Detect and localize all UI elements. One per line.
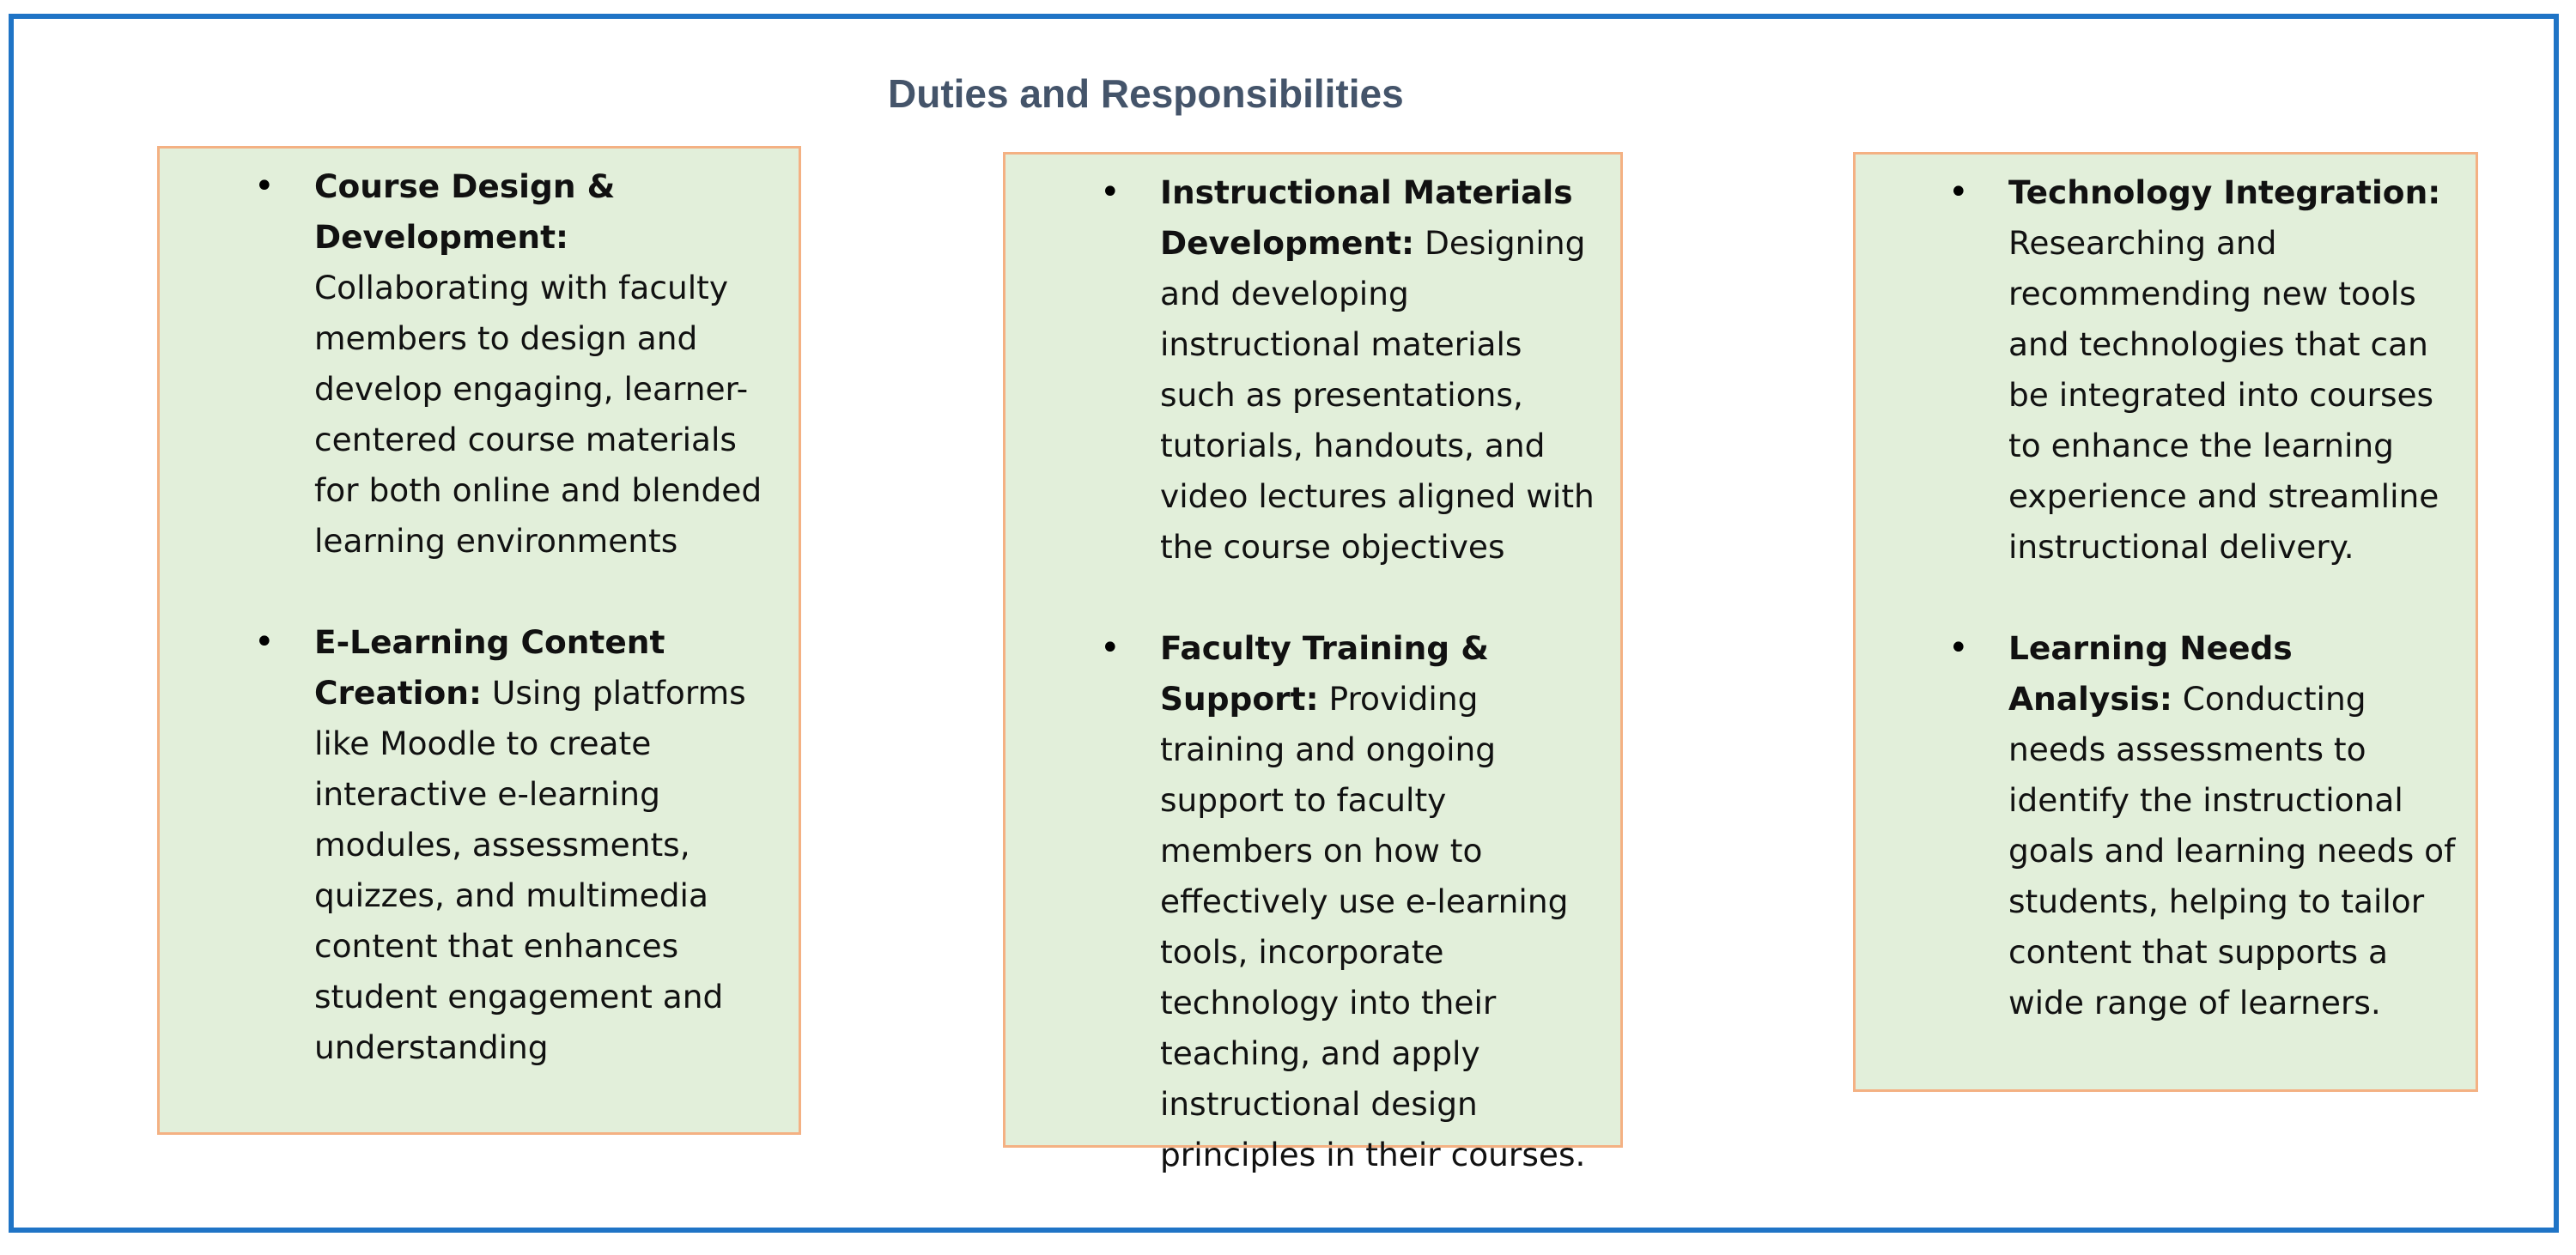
duty-term: Instructional Materials Development: [1160, 173, 1573, 262]
duty-description: Designing and developing instructional m…: [1160, 224, 1595, 566]
bullet-icon: •: [1948, 173, 1969, 212]
duty-term: Faculty Training & Support: [1160, 629, 1489, 718]
duty-separator: :: [1401, 224, 1415, 262]
duty-separator: :: [556, 218, 569, 256]
duty-box-3: • Technology Integration: Researching an…: [1853, 152, 2478, 1092]
duty-description: Researching and recommending new tools a…: [2008, 224, 2439, 566]
duty-separator: :: [469, 674, 482, 712]
duty-term: Learning Needs Analysis: [2008, 629, 2293, 718]
duty-list: • Instructional Materials Development: D…: [1100, 167, 1607, 1180]
duty-box-2: • Instructional Materials Development: D…: [1003, 152, 1623, 1173]
duty-term: Technology Integration: [2008, 173, 2428, 211]
bullet-icon: •: [1948, 628, 1969, 668]
duty-list: • Technology Integration: Researching an…: [1948, 167, 2464, 1028]
duty-description: Collaborating with faculty members to de…: [314, 269, 762, 560]
duty-separator: :: [2427, 173, 2441, 211]
duty-separator: :: [2159, 680, 2172, 718]
duty-item: • Technology Integration: Researching an…: [1948, 167, 2464, 573]
duty-term: Course Design & Development: [314, 167, 616, 256]
duty-description: Providing training and ongoing support t…: [1160, 680, 1586, 1173]
duty-separator: :: [1305, 680, 1319, 718]
duty-item: • Faculty Training & Support: Providing …: [1100, 623, 1607, 1180]
duty-item: • E-Learning Content Creation: Using pla…: [254, 617, 782, 1073]
duty-box-1: • Course Design & Development: Collabora…: [157, 146, 801, 1135]
bullet-icon: •: [1100, 173, 1121, 212]
page-title: Duties and Responsibilities: [888, 71, 1404, 116]
duty-description: Using platforms like Moodle to create in…: [314, 674, 746, 1066]
duty-item: • Course Design & Development: Collabora…: [254, 161, 782, 567]
bullet-icon: •: [1100, 628, 1121, 668]
bullet-icon: •: [254, 622, 275, 662]
duty-list: • Course Design & Development: Collabora…: [254, 161, 782, 1073]
duty-item: • Instructional Materials Development: D…: [1100, 167, 1607, 573]
duty-term: E-Learning Content Creation: [314, 623, 665, 712]
duty-item: • Learning Needs Analysis: Conducting ne…: [1948, 623, 2464, 1028]
duty-description: Conducting needs assessments to identify…: [2008, 680, 2456, 1022]
bullet-icon: •: [254, 167, 275, 206]
